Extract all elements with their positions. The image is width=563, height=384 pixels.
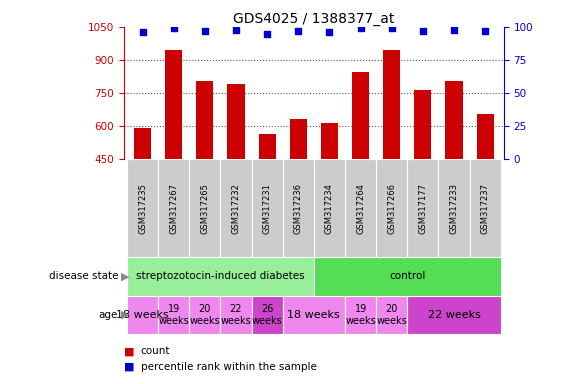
Bar (221, 296, 252, 334)
Bar (127, 296, 158, 334)
Point (481, 28, 490, 34)
Bar (227, 84, 244, 259)
Point (356, 25, 365, 31)
Bar (470, 159, 501, 257)
Text: GSM317235: GSM317235 (138, 183, 147, 234)
Text: GSM317236: GSM317236 (294, 183, 303, 234)
Text: 18 weeks: 18 weeks (288, 310, 340, 320)
Bar (352, 72, 369, 259)
Bar (407, 296, 501, 334)
Text: ▶: ▶ (121, 310, 129, 320)
Title: GDS4025 / 1388377_at: GDS4025 / 1388377_at (233, 12, 395, 26)
Bar (252, 159, 283, 257)
Bar (345, 159, 376, 257)
Bar (134, 128, 151, 259)
Text: 22
weeks: 22 weeks (221, 304, 251, 326)
Bar (127, 257, 314, 296)
Bar (258, 134, 276, 259)
Text: streptozotocin-induced diabetes: streptozotocin-induced diabetes (136, 271, 305, 281)
Bar (283, 159, 314, 257)
Text: GSM317265: GSM317265 (200, 183, 209, 234)
Text: GSM317177: GSM317177 (418, 183, 427, 234)
Bar (165, 50, 182, 259)
Text: 26
weeks: 26 weeks (252, 304, 283, 326)
Text: control: control (389, 271, 426, 281)
Point (169, 25, 178, 31)
Text: 19
weeks: 19 weeks (158, 304, 189, 326)
Bar (127, 159, 158, 257)
Point (449, 26, 458, 33)
Bar (189, 159, 221, 257)
Text: 20
weeks: 20 weeks (190, 304, 220, 326)
Bar (158, 159, 189, 257)
Point (200, 28, 209, 34)
Text: ▶: ▶ (121, 271, 129, 281)
Bar (345, 296, 376, 334)
Text: 18 weeks: 18 weeks (116, 310, 169, 320)
Text: 20
weeks: 20 weeks (377, 304, 407, 326)
Bar (376, 296, 407, 334)
Bar (314, 159, 345, 257)
Bar (477, 114, 494, 259)
Bar (383, 50, 400, 259)
Text: age: age (99, 310, 118, 320)
Bar (290, 119, 307, 259)
Text: ■: ■ (124, 346, 135, 356)
Text: disease state: disease state (49, 271, 118, 281)
Point (231, 26, 240, 33)
Text: GSM317233: GSM317233 (449, 183, 458, 234)
Bar (196, 81, 213, 259)
Bar (445, 81, 463, 259)
Text: GSM317264: GSM317264 (356, 183, 365, 234)
Point (263, 30, 272, 36)
Point (325, 29, 334, 35)
Point (294, 28, 303, 34)
Bar (439, 159, 470, 257)
Text: 22 weeks: 22 weeks (428, 310, 480, 320)
Text: count: count (141, 346, 170, 356)
Bar (158, 296, 189, 334)
Bar (314, 257, 501, 296)
Bar (321, 123, 338, 259)
Text: GSM317266: GSM317266 (387, 183, 396, 234)
Bar (252, 296, 283, 334)
Bar (283, 296, 345, 334)
Text: GSM317237: GSM317237 (481, 183, 490, 234)
Text: GSM317232: GSM317232 (231, 183, 240, 234)
Bar (407, 159, 439, 257)
Point (138, 29, 147, 35)
Text: GSM317231: GSM317231 (263, 183, 272, 234)
Point (387, 25, 396, 31)
Text: GSM317234: GSM317234 (325, 183, 334, 234)
Text: GSM317267: GSM317267 (169, 183, 178, 234)
Text: 19
weeks: 19 weeks (345, 304, 376, 326)
Bar (414, 90, 431, 259)
Text: ■: ■ (124, 362, 135, 372)
Bar (221, 159, 252, 257)
Text: percentile rank within the sample: percentile rank within the sample (141, 362, 316, 372)
Bar (376, 159, 407, 257)
Bar (189, 296, 221, 334)
Point (418, 28, 427, 34)
